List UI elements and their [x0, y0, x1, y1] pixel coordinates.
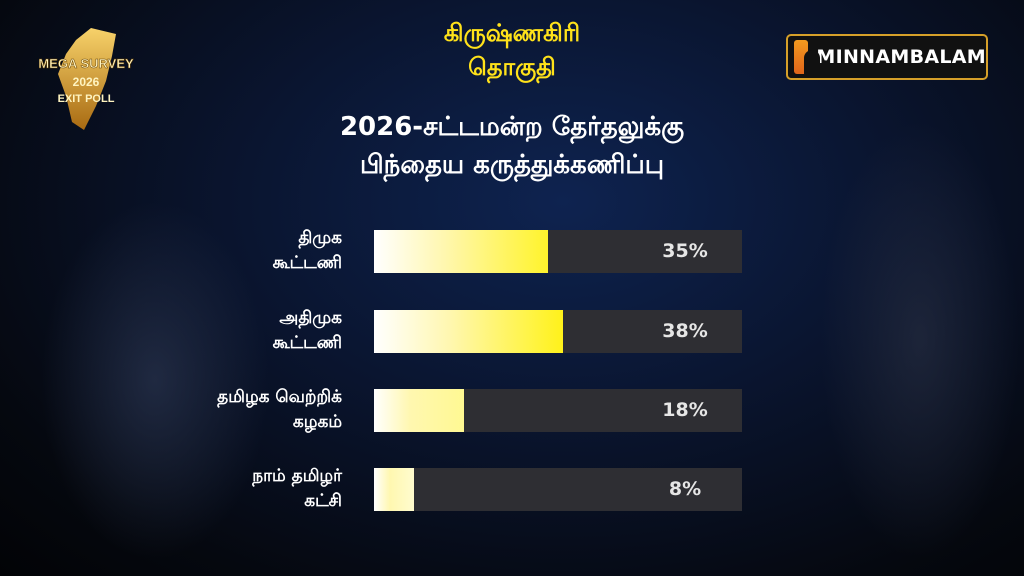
bar-value-label: 8% [668, 478, 702, 500]
constituency-name: கிருஷ்ணகிரி [443, 19, 581, 47]
brand-logo: MINNAMBALAM [786, 34, 988, 80]
chart-subtitle: 2026-சட்டமன்ற தேர்தலுக்கு பிந்தைய கருத்த… [0, 108, 1024, 184]
bar-value-label: 38% [662, 320, 708, 342]
brand-m-icon [794, 40, 821, 74]
category-label-line: நாம் தமிழர் [252, 466, 342, 486]
category-label-line: அதிமுக [279, 308, 342, 328]
bar-row: அதிமுக கூட்டணி 38% [0, 308, 1024, 353]
bar-row: திமுக கூட்டணி 35% [0, 228, 1024, 273]
category-label-line: கழகம் [292, 412, 342, 432]
bar-category-label: நாம் தமிழர் கட்சி [252, 464, 342, 514]
bar [374, 310, 563, 353]
category-label-line: திமுக [298, 228, 342, 248]
bar-value-label: 18% [662, 399, 708, 421]
svg-text:EXIT POLL: EXIT POLL [58, 93, 115, 105]
constituency-word: தொகுதி [468, 53, 556, 81]
bar-track [374, 468, 742, 511]
bar-track [374, 230, 742, 273]
bar-category-label: திமுக கூட்டணி [273, 226, 342, 276]
category-label-line: கூட்டணி [272, 253, 342, 273]
bar [374, 389, 464, 432]
bar-track [374, 310, 742, 353]
bar-row: நாம் தமிழர் கட்சி 8% [0, 466, 1024, 511]
category-label-line: கட்சி [304, 491, 342, 511]
bar-category-label: தமிழக வெற்றிக் கழகம் [217, 385, 342, 435]
bar-category-label: அதிமுக கூட்டணி [273, 306, 342, 356]
brand-name: MINNAMBALAM [816, 46, 986, 68]
bar-value-label: 35% [662, 240, 708, 262]
svg-text:2026: 2026 [73, 75, 100, 89]
svg-text:MEGA SURVEY: MEGA SURVEY [38, 56, 134, 71]
category-label-line: கூட்டணி [272, 333, 342, 353]
constituency-title: கிருஷ்ணகிரி தொகுதி [0, 16, 1024, 84]
mega-survey-logo: MEGA SURVEY 2026 EXIT POLL [36, 26, 136, 132]
bar-track [374, 389, 742, 432]
category-label-line: தமிழக வெற்றிக் [217, 387, 342, 407]
bar-row: தமிழக வெற்றிக் கழகம் 18% [0, 387, 1024, 432]
subtitle-line-1: 2026-சட்டமன்ற தேர்தலுக்கு [339, 112, 685, 142]
bar [374, 468, 414, 511]
bar [374, 230, 549, 273]
subtitle-line-2: பிந்தைய கருத்துக்கணிப்பு [359, 150, 665, 180]
